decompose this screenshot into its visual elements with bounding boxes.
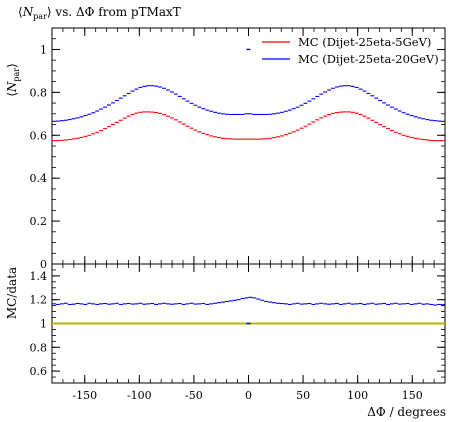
ratio-xtick-label: -50 (185, 389, 203, 402)
title-rest: vs. ΔΦ from pTMaxT (52, 5, 181, 19)
main-y-axis-label: ⟨Npar⟩ (5, 63, 21, 97)
main-plot-panel: 0 0.2 0.4 0.6 0.8 1 (30, 27, 446, 271)
ratio-xtick-label: 100 (347, 389, 368, 402)
main-ytick-label: 1 (40, 43, 47, 56)
title-rangle: ⟩ (47, 5, 52, 19)
chart-title: ⟨Npar⟩ vs. ΔΦ from pTMaxT (18, 5, 181, 21)
legend-label-blue: MC (Dijet-25eta-20GeV) (298, 52, 439, 66)
ratio-ytick-label: 1 (40, 318, 47, 331)
ylabel-sub: par (12, 68, 21, 82)
ratio-xtick-label: 150 (402, 389, 423, 402)
main-ytick-label: 0 (40, 258, 47, 271)
ratio-xtick-label: 50 (296, 389, 310, 402)
main-ytick-label: 0.8 (30, 86, 48, 99)
ratio-y-ticks: 0.6 0.8 1 1.2 1.4 (30, 269, 445, 378)
legend-entry-blue: MC (Dijet-25eta-20GeV) (262, 52, 439, 66)
ratio-ytick-label: 1.2 (30, 294, 48, 307)
main-series-group (52, 48, 445, 142)
main-x-ticks (62, 28, 435, 264)
ratio-x-ticks: -150 -100 -50 0 50 100 150 (62, 264, 435, 402)
ratio-plot-panel: 0.6 0.8 1 1.2 1.4 -150 -100 -50 0 50 100 150 (30, 263, 446, 402)
legend: MC (Dijet-25eta-5GeV) MC (Dijet-25eta-20… (262, 35, 439, 66)
main-ytick-label: 0.4 (30, 172, 48, 185)
ylabel-n: N (5, 81, 19, 93)
ratio-xtick-label: 0 (245, 389, 252, 402)
ratio-xtick-label: -100 (127, 389, 152, 402)
legend-entry-red: MC (Dijet-25eta-5GeV) (262, 35, 431, 49)
ylabel-langle: ⟨ (5, 92, 19, 97)
ylabel-rangle: ⟩ (5, 63, 19, 68)
ratio-ytick-label: 0.6 (30, 365, 48, 378)
ratio-ytick-label: 0.8 (30, 341, 48, 354)
main-ytick-label: 0.2 (30, 215, 48, 228)
ratio-y-axis-label: MC/data (5, 267, 19, 319)
title-n: N (22, 5, 34, 19)
title-langle: ⟨ (18, 5, 23, 19)
legend-label-red: MC (Dijet-25eta-5GeV) (298, 35, 431, 49)
title-sub: par (33, 12, 47, 21)
ratio-xtick-label: -150 (72, 389, 97, 402)
ratio-series-group (52, 296, 445, 325)
x-axis-label: ΔΦ / degrees (367, 405, 446, 419)
main-ytick-label: 0.6 (30, 129, 48, 142)
ratio-ytick-label: 1.4 (30, 270, 48, 283)
